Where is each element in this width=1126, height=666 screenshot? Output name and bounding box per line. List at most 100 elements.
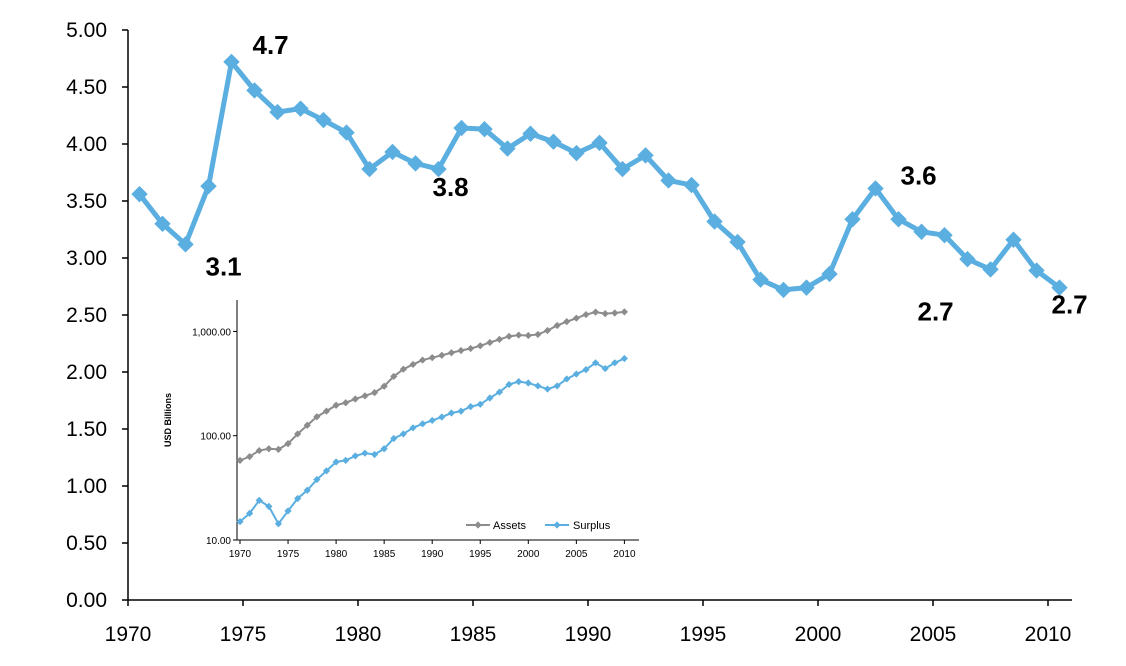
main-x-tick-label: 1985: [450, 623, 497, 646]
inset-assets-point: [524, 331, 532, 340]
main-series-point: [867, 180, 884, 197]
main-series-point: [453, 119, 470, 137]
main-axes: [122, 29, 1072, 606]
main-series-point: [246, 82, 263, 99]
inset-assets-point: [457, 346, 465, 355]
main-x-tick-label: 2000: [795, 623, 842, 646]
main-x-tick-label: 1975: [220, 623, 267, 646]
main-series-point: [430, 160, 447, 178]
inset-x-tick-label: 2010: [613, 549, 636, 560]
inset-y-tick-label: 100.00: [200, 432, 231, 443]
inset-assets-point: [294, 430, 302, 438]
main-series-point: [936, 226, 953, 244]
main-y-tick-label: 0.50: [66, 532, 107, 555]
main-x-tick-label: 1990: [565, 623, 612, 646]
main-y-tick-label: 1.50: [66, 418, 107, 441]
inset-y-tick-label: 10.00: [206, 536, 231, 547]
inset-assets-point: [274, 445, 283, 453]
legend-surplus-label: Surplus: [573, 520, 611, 532]
main-series-point: [361, 160, 378, 178]
inset-assets-point: [476, 342, 484, 350]
inset-surplus-point: [409, 424, 417, 432]
main-series-point: [384, 143, 401, 161]
inset-surplus-point: [390, 434, 398, 443]
inset-assets-point: [563, 318, 571, 326]
inset-surplus-point: [399, 430, 407, 438]
data-annotation-label: 3.8: [433, 172, 469, 202]
inset-x-tick-label: 1970: [229, 549, 252, 560]
main-x-tick-label: 1980: [335, 623, 382, 646]
main-series-point: [177, 236, 194, 253]
inset-x-tick-label: 1995: [469, 549, 492, 560]
inset-assets-point: [438, 351, 446, 359]
inset-y-tick-label: 1,000.00: [192, 327, 231, 338]
inset-surplus-point: [236, 518, 244, 526]
inset-assets-point: [322, 407, 331, 415]
main-y-tick-label: 2.50: [66, 304, 107, 327]
inset-assets-point: [447, 349, 456, 357]
inset-surplus-point: [332, 458, 340, 466]
main-series-point: [315, 111, 332, 129]
main-series-point: [223, 53, 240, 71]
inset-surplus-point: [601, 364, 609, 373]
inset-assets-point: [303, 421, 311, 429]
inset-chart: 10.00 100.00 1,000.00 1970 1975 1980 1985 1990 1…: [163, 300, 639, 560]
inset-assets-point: [553, 321, 561, 330]
inset-surplus-point: [582, 366, 590, 374]
main-series-point: [154, 215, 171, 233]
main-y-tick-label: 5.00: [66, 19, 107, 42]
inset-assets-point: [601, 310, 609, 318]
main-series-point: [775, 281, 792, 299]
inset-assets-point: [370, 388, 379, 397]
inset-assets-point: [284, 439, 292, 448]
main-x-tick-label: 2010: [1025, 623, 1072, 646]
main-x-tick-label: 1995: [680, 623, 727, 646]
main-series-point: [1005, 231, 1022, 248]
data-annotation-label: 3.1: [206, 251, 242, 281]
inset-surplus-point: [515, 378, 523, 386]
main-series-point: [637, 147, 654, 164]
main-series-point: [200, 177, 217, 195]
inset-assets-point: [418, 356, 427, 364]
inset-surplus-point: [322, 467, 331, 475]
inset-surplus-point: [476, 400, 484, 408]
main-series-point: [591, 134, 608, 152]
data-annotation-label: 3.6: [901, 160, 937, 190]
inset-surplus-point: [563, 375, 571, 383]
main-series-point: [844, 211, 861, 228]
inset-assets-point: [582, 310, 590, 319]
inset-assets-point: [332, 401, 340, 409]
main-series-point: [1028, 262, 1045, 279]
inset-surplus-point: [611, 359, 619, 367]
inset-series: [236, 308, 628, 528]
main-series-point: [338, 124, 355, 141]
inset-assets-point: [543, 326, 552, 335]
inset-surplus-point: [447, 409, 456, 417]
inset-assets-point: [351, 395, 359, 403]
main-series-point: [706, 213, 723, 230]
inset-surplus-point: [524, 379, 532, 387]
inset-assets-point: [486, 338, 494, 347]
inset-surplus-point: [418, 420, 427, 428]
inset-legend: Assets Surplus: [466, 520, 611, 532]
inset-assets-point: [591, 308, 600, 316]
inset-surplus-point: [467, 403, 475, 411]
main-y-tick-label: 0.00: [66, 589, 107, 612]
data-annotation-label: 4.7: [253, 30, 289, 60]
main-series: [131, 53, 1068, 299]
inset-surplus-point: [495, 388, 504, 396]
inset-assets-point: [611, 309, 619, 317]
inset-x-tick-label: 1980: [325, 549, 348, 560]
main-series-point: [660, 172, 677, 189]
main-y-tick-label: 1.00: [66, 475, 107, 498]
inset-axes: [233, 300, 639, 544]
inset-assets-point: [620, 308, 628, 316]
main-series-point: [683, 176, 700, 194]
main-series-point: [545, 133, 562, 150]
inset-surplus-point: [284, 507, 292, 515]
main-series-point: [269, 103, 286, 121]
main-series-point: [614, 160, 631, 178]
main-x-tick-label: 1970: [105, 623, 152, 646]
inset-surplus-point: [274, 520, 283, 528]
